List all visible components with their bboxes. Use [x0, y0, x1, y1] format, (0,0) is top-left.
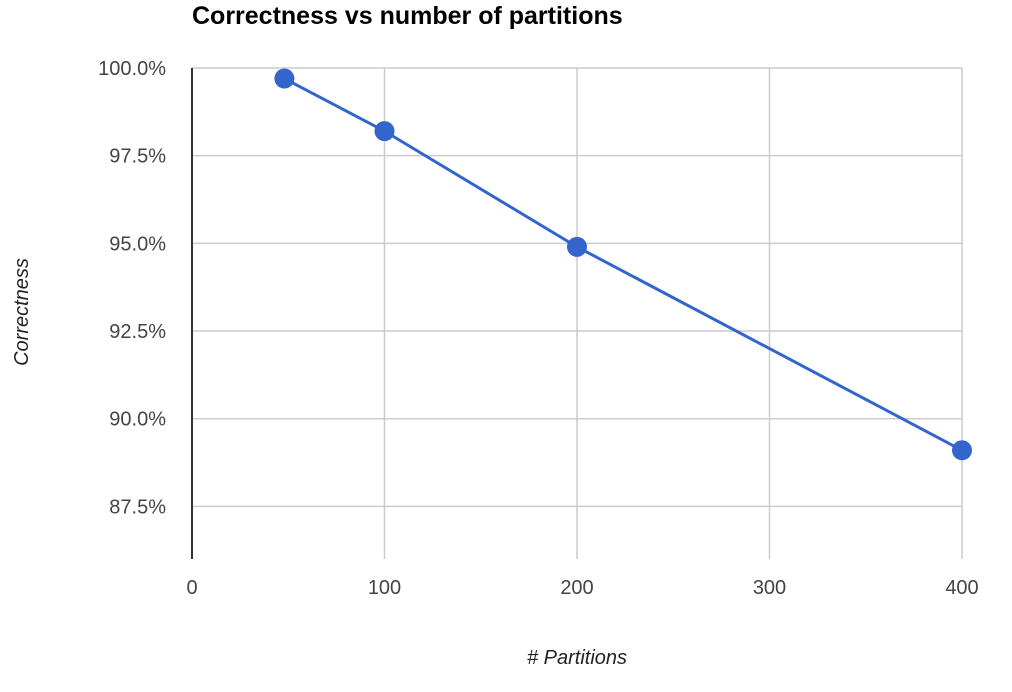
y-tick-label: 92.5%	[109, 321, 166, 343]
y-tick-label: 97.5%	[109, 146, 166, 168]
series-line	[283, 77, 963, 452]
x-axis-ticks: 0 100 200 300 400	[186, 577, 978, 599]
x-tick-label: 200	[560, 577, 593, 599]
data-point	[274, 68, 295, 89]
y-tick-label: 100.0%	[98, 58, 166, 80]
chart-title: Correctness vs number of partitions	[192, 2, 623, 30]
y-axis-title: Correctness	[11, 258, 33, 366]
x-tick-label: 0	[186, 577, 197, 599]
data-point	[952, 440, 972, 461]
data-point	[567, 236, 587, 257]
x-tick-label: 100	[368, 577, 401, 599]
y-tick-label: 95.0%	[109, 233, 166, 255]
x-tick-label: 300	[753, 577, 786, 599]
x-axis-title: # Partitions	[527, 647, 627, 669]
data-point	[374, 121, 395, 142]
series-layer	[274, 68, 972, 461]
grid	[192, 67, 963, 559]
y-axis-ticks: 87.5% 90.0% 92.5% 95.0% 97.5% 100.0%	[98, 58, 166, 518]
x-tick-label: 400	[945, 577, 978, 599]
y-tick-label: 87.5%	[109, 496, 166, 518]
y-tick-label: 90.0%	[109, 409, 166, 431]
